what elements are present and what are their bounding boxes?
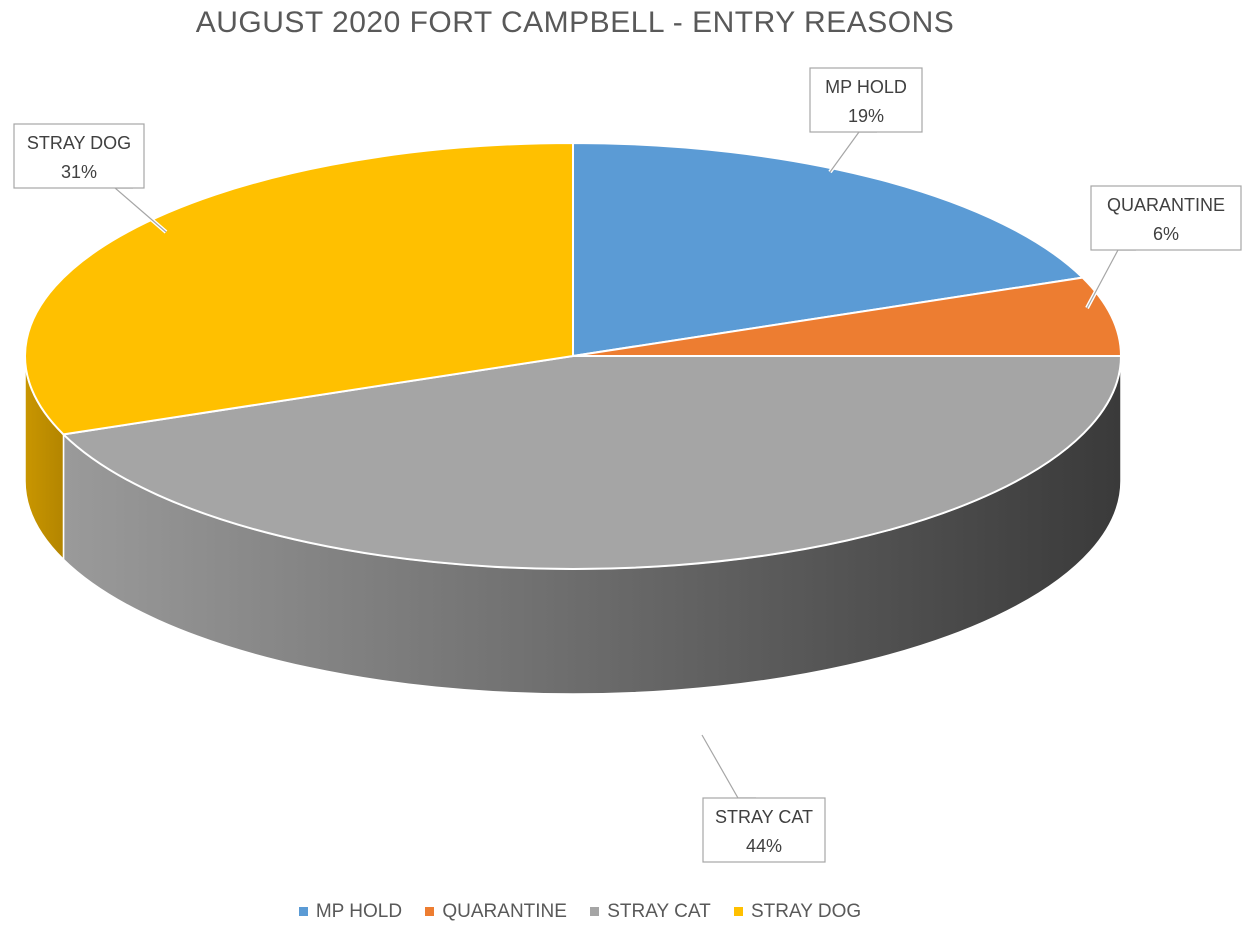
- data-label-mp-hold: MP HOLD 19%: [809, 67, 923, 174]
- data-label-value: 6%: [1153, 224, 1179, 244]
- data-label-value: 19%: [848, 106, 884, 126]
- legend-label: MP HOLD: [315, 900, 403, 922]
- legend: MP HOLD QUARANTINE STRAY CAT STRAY DOG: [0, 900, 1160, 923]
- data-label-value: 44%: [746, 836, 782, 856]
- data-label-stray-dog: STRAY DOG 31%: [13, 123, 168, 234]
- legend-label: STRAY DOG: [750, 900, 862, 922]
- legend-item-stray-dog: STRAY DOG: [733, 900, 862, 923]
- legend-item-stray-cat: STRAY CAT: [590, 900, 711, 923]
- data-label-value: 31%: [61, 162, 97, 182]
- legend-swatch: [425, 907, 435, 916]
- data-label-quarantine: QUARANTINE 6%: [1085, 185, 1242, 309]
- legend-swatch: [590, 907, 600, 916]
- data-label-category: QUARANTINE: [1107, 195, 1225, 215]
- pie-slice-mp-hold: [572, 141, 1085, 358]
- pie-slice-stray-dog: [24, 141, 574, 436]
- legend-item-mp-hold: MP HOLD: [298, 900, 403, 923]
- legend-swatch: [733, 907, 743, 916]
- data-label-category: STRAY DOG: [27, 133, 131, 153]
- pie-slice-quarantine: [572, 276, 1123, 357]
- data-label-category: MP HOLD: [825, 77, 907, 97]
- legend-label: STRAY CAT: [607, 900, 711, 922]
- legend-item-quarantine: QUARANTINE: [425, 901, 567, 923]
- legend-swatch: [298, 907, 308, 916]
- pie-slice-stray-cat: [61, 355, 1123, 570]
- chart-title: AUGUST 2020 FORT CAMPBELL - ENTRY REASON…: [195, 6, 955, 39]
- data-label-category: STRAY CAT: [715, 807, 813, 827]
- data-label-stray-cat: STRAY CAT 44%: [700, 734, 826, 863]
- legend-label: QUARANTINE: [442, 900, 567, 922]
